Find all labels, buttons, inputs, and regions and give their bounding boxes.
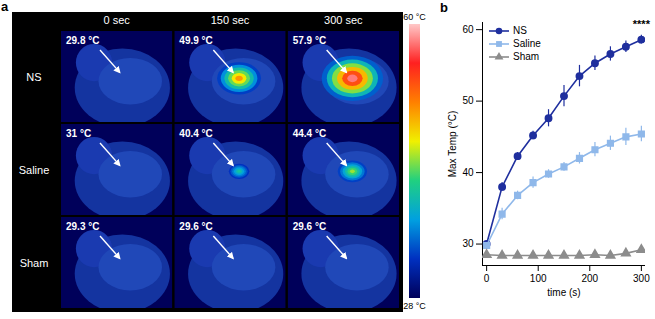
svg-text:NS: NS	[26, 71, 41, 83]
svg-text:300: 300	[633, 273, 650, 284]
svg-text:200: 200	[581, 273, 598, 284]
svg-text:29.6 °C: 29.6 °C	[179, 221, 212, 232]
svg-text:Max Temp (°C): Max Temp (°C)	[447, 111, 458, 178]
svg-text:300 sec: 300 sec	[324, 14, 363, 26]
svg-text:40.4 °C: 40.4 °C	[179, 128, 212, 139]
html-text:NS: NS	[513, 25, 527, 36]
svg-text:28 °C: 28 °C	[403, 301, 426, 311]
svg-text:44.4 °C: 44.4 °C	[293, 128, 326, 139]
svg-text:29.6 °C: 29.6 °C	[293, 221, 326, 232]
svg-text:29.3 °C: 29.3 °C	[66, 221, 99, 232]
svg-text:0 sec: 0 sec	[104, 14, 131, 26]
svg-text:time (s): time (s)	[547, 287, 580, 298]
svg-text:50: 50	[462, 95, 474, 106]
svg-text:****: ****	[633, 18, 651, 30]
svg-text:29.8 °C: 29.8 °C	[66, 35, 99, 46]
svg-text:40: 40	[462, 167, 474, 178]
html-text:Sham: Sham	[513, 51, 540, 62]
svg-text:31 °C: 31 °C	[66, 128, 91, 139]
svg-text:60: 60	[462, 24, 474, 35]
svg-text:49.9 °C: 49.9 °C	[179, 35, 212, 46]
svg-text:60 °C: 60 °C	[403, 12, 426, 22]
svg-text:30: 30	[462, 238, 474, 249]
svg-text:57.9 °C: 57.9 °C	[293, 35, 326, 46]
svg-text:Saline: Saline	[19, 164, 50, 176]
svg-text:150 sec: 150 sec	[211, 14, 250, 26]
svg-text:a: a	[1, 0, 9, 14]
html-text:Saline: Saline	[513, 38, 541, 49]
svg-text:100: 100	[530, 273, 547, 284]
html-text:b: b	[440, 0, 448, 15]
svg-text:0: 0	[484, 273, 490, 284]
svg-text:Sham: Sham	[20, 257, 49, 269]
